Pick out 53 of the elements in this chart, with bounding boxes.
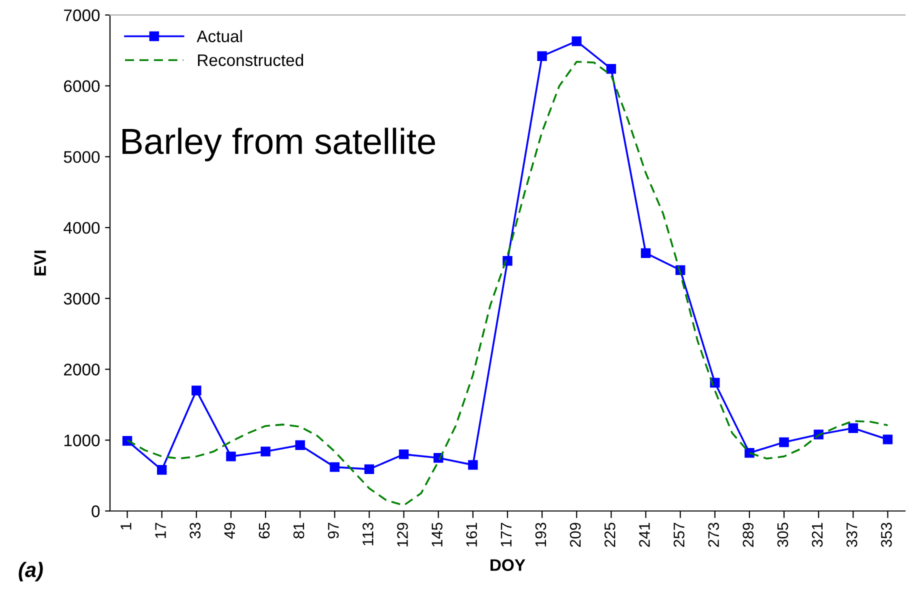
- x-tick-label: 17: [155, 522, 166, 538]
- x-tick-label: 177: [500, 522, 512, 546]
- x-axis-title: DOY: [490, 559, 526, 571]
- legend-label: Reconstructed: [198, 54, 304, 66]
- point: [295, 440, 305, 450]
- point: [330, 462, 340, 472]
- x-tick-label: 209: [570, 522, 581, 547]
- x-tick-label: 97: [328, 522, 339, 538]
- y-tick-label: 2000: [64, 364, 100, 376]
- y-tick-label: 5000: [64, 151, 100, 163]
- x-tick-label: 49: [224, 522, 236, 539]
- x-tick-label: 33: [190, 522, 201, 539]
- point: [537, 51, 547, 61]
- point: [398, 449, 409, 460]
- point: [192, 386, 202, 396]
- point: [882, 434, 893, 444]
- y-tick-label: 3000: [64, 292, 100, 305]
- point: [226, 452, 236, 462]
- x-tick-label: 1: [120, 522, 132, 530]
- legend-label: Actual: [196, 30, 242, 42]
- x-tick-label: 305: [777, 522, 788, 548]
- x-tick-label: 161: [466, 522, 478, 546]
- y-tick-label: 1000: [64, 434, 100, 446]
- y-tick-label: 0: [92, 505, 100, 518]
- y-axis-title: EVI: [34, 250, 46, 276]
- point: [640, 248, 651, 258]
- point: [468, 460, 478, 470]
- x-tick-label: 241: [639, 522, 650, 547]
- y-tick-label: 6000: [64, 80, 100, 92]
- x-tick-label: 353: [881, 522, 892, 548]
- x-tick-label: 145: [432, 522, 442, 546]
- point: [606, 64, 616, 74]
- x-tick-label: 81: [293, 522, 304, 538]
- point: [779, 437, 789, 448]
- x-tick-label: 337: [846, 522, 858, 548]
- x-tick-label: 193: [535, 522, 546, 546]
- point: [364, 464, 374, 474]
- point: [260, 446, 270, 456]
- x-tick-label: 129: [397, 522, 408, 546]
- x-tick-label: 289: [742, 522, 754, 547]
- x-tick-label: 113: [362, 522, 374, 546]
- point: [848, 423, 858, 433]
- point: [156, 465, 167, 475]
- text: (a): [18, 562, 43, 582]
- y-tick-label: 7000: [64, 9, 100, 22]
- annotation: Barley from satellite: [122, 128, 436, 162]
- y-tick-label: 4000: [64, 222, 100, 234]
- x-tick-label: 225: [604, 522, 616, 547]
- x-tick-label: 273: [708, 522, 719, 547]
- x-tick-label: 321: [812, 522, 823, 548]
- point: [572, 36, 582, 46]
- x-tick-label: 65: [258, 522, 270, 538]
- x-tick-label: 257: [674, 522, 684, 547]
